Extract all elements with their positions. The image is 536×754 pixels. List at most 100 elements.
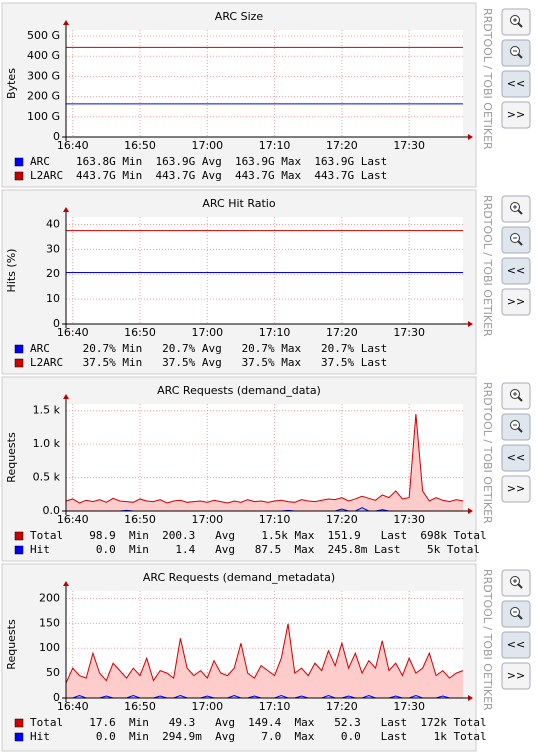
button-box [501,631,531,659]
axis-arrow [63,20,69,25]
button-label: << [507,638,525,651]
y-axis-label: Bytes [5,68,18,99]
x-tick-label: 17:00 [191,139,223,152]
watermark: RRDTOOL / TOBI OETIKER [481,8,494,150]
y-tick-label: 0 [53,317,60,330]
legend-name: Hit [30,543,50,556]
axis-arrow [468,321,473,327]
zoom-out-button[interactable] [501,39,531,67]
forward-button[interactable]: >> [501,475,531,503]
x-tick-label: 17:20 [326,139,358,152]
x-tick-label: 17:00 [191,326,223,339]
y-tick-label: 50 [46,666,60,679]
x-tick-label: 17:10 [259,326,291,339]
button-box [501,475,531,503]
y-tick-label: 200 [39,591,60,604]
x-tick-label: 16:40 [57,513,89,526]
legend-swatch [14,157,24,167]
watermark: RRDTOOL / TOBI OETIKER [481,569,494,711]
button-label: << [507,451,525,464]
x-tick-label: 16:50 [124,326,156,339]
watermark: RRDTOOL / TOBI OETIKER [481,195,494,337]
forward-button[interactable]: >> [501,288,531,316]
series-line [65,623,464,684]
x-tick-label: 17:00 [191,513,223,526]
zoom-in-button[interactable] [501,569,531,597]
y-tick-label: 30 [46,242,60,255]
chart-panel: ARC Requests (demand_data) Requests RRDTOO… [1,376,531,562]
back-button[interactable]: << [501,444,531,472]
axis-arrow [468,695,473,701]
magnifier-handle [517,240,523,246]
legend-stats: 0.0 Min 294.9m Avg 7.0 Max 0.0 Last 1k T… [76,730,487,743]
axis-arrow [63,207,69,212]
chart-title: ARC Hit Ratio [202,197,275,210]
magnifier-handle [517,583,523,589]
x-tick-label: 16:50 [124,139,156,152]
plot-background [66,30,463,137]
y-tick-label: 200 G [27,90,60,103]
zoom-out-button[interactable] [501,413,531,441]
legend-swatch [14,718,24,728]
legend-swatch [14,545,24,555]
back-button[interactable]: << [501,70,531,98]
button-box [501,257,531,285]
plot-background [66,404,463,511]
series-area [66,623,463,698]
chart-panel: ARC Size Bytes RRDTOOL / TOBI OETIKER 0 100 … [1,2,531,188]
y-tick-label: 300 G [27,69,60,82]
legend-stats: 98.9 Min 200.3 Avg 1.5k Max 151.9 Last 6… [76,529,487,542]
legend-swatch [14,344,24,354]
x-tick-label: 17:30 [393,700,425,713]
button-box [501,70,531,98]
back-button[interactable]: << [501,257,531,285]
magnifier-handle [517,396,523,402]
legend-swatch [14,171,24,181]
chart-panel: ARC Hit Ratio Hits (%) RRDTOOL / TOBI OETI… [1,189,531,375]
y-tick-label: 500 G [27,29,60,42]
y-tick-label: 0 [53,691,60,704]
y-tick-label: 150 [39,616,60,629]
x-tick-label: 16:40 [57,700,89,713]
button-box [501,288,531,316]
y-tick-label: 10 [46,292,60,305]
y-tick-label: 100 G [27,110,60,123]
y-tick-label: 1.0 k [33,437,61,450]
forward-button[interactable]: >> [501,101,531,129]
back-button[interactable]: << [501,631,531,659]
legend-stats: 20.7% Min 20.7% Avg 20.7% Max 20.7% Last [76,342,387,355]
zoom-in-button[interactable] [501,8,531,36]
button-label: >> [507,482,525,495]
axis-arrow [468,508,473,514]
axis-arrow [63,394,69,399]
axis-arrow [468,134,473,140]
button-label: >> [507,669,525,682]
plot-background [66,217,463,324]
x-tick-label: 17:20 [326,700,358,713]
button-label: << [507,77,525,90]
zoom-in-button[interactable] [501,382,531,410]
legend-stats: 0.0 Min 1.4 Avg 87.5 Max 245.8m Last 5k … [76,543,480,556]
forward-button[interactable]: >> [501,662,531,690]
button-label: >> [507,295,525,308]
x-tick-label: 17:00 [191,700,223,713]
series-area [66,414,463,511]
watermark: RRDTOOL / TOBI OETIKER [481,382,494,524]
zoom-in-button[interactable] [501,195,531,223]
button-box [501,662,531,690]
y-axis-label: Requests [5,619,18,670]
y-tick-label: 100 [39,641,60,654]
chart-title: ARC Requests (demand_data) [157,384,321,397]
legend-swatch [14,531,24,541]
legend-stats: 443.7G Min 443.7G Avg 443.7G Max 443.7G … [76,169,387,182]
zoom-out-button[interactable] [501,600,531,628]
legend-name: Total [30,716,63,729]
y-tick-label: 20 [46,267,60,280]
x-tick-label: 17:20 [326,513,358,526]
magnifier-handle [517,427,523,433]
x-tick-label: 16:40 [57,139,89,152]
zoom-out-button[interactable] [501,226,531,254]
x-tick-label: 17:10 [259,700,291,713]
button-box [501,444,531,472]
